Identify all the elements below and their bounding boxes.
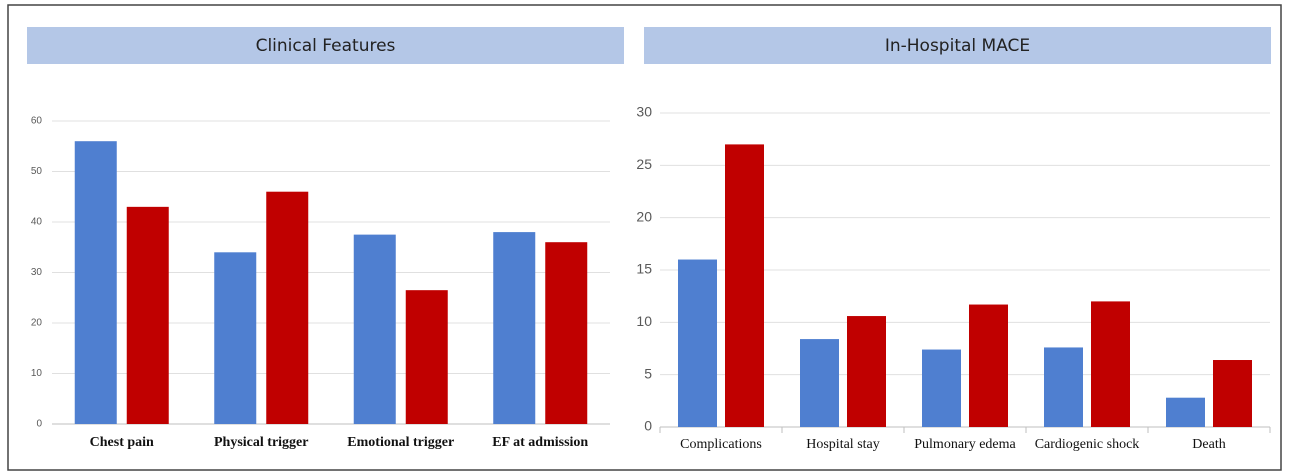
bar bbox=[353, 234, 396, 424]
x-tick-label: Hospital stay bbox=[806, 437, 880, 452]
bar bbox=[1091, 301, 1130, 427]
bar bbox=[74, 141, 117, 424]
y-tick-label: 30 bbox=[31, 267, 43, 278]
y-tick-label: 10 bbox=[636, 313, 652, 329]
x-tick-label: Chest pain bbox=[90, 435, 154, 450]
y-tick-label: 0 bbox=[644, 418, 652, 434]
y-tick-label: 30 bbox=[636, 104, 652, 120]
bar bbox=[1213, 360, 1252, 427]
y-tick-label: 20 bbox=[636, 208, 652, 224]
y-tick-label: 60 bbox=[31, 116, 43, 127]
x-tick-label: Pulmonary edema bbox=[914, 437, 1016, 452]
panel-header bbox=[27, 27, 624, 64]
y-tick-label: 40 bbox=[31, 217, 43, 228]
chart-title: In-Hospital MACE bbox=[885, 36, 1030, 56]
bar bbox=[266, 191, 309, 424]
y-tick-label: 20 bbox=[31, 318, 43, 329]
x-tick-label: Cardiogenic shock bbox=[1035, 437, 1140, 452]
bar bbox=[126, 206, 169, 424]
x-tick-label: EF at admission bbox=[492, 435, 588, 450]
y-tick-label: 15 bbox=[636, 261, 652, 277]
frame bbox=[7, 4, 1282, 471]
bar bbox=[678, 259, 717, 427]
bar bbox=[214, 252, 257, 424]
bar bbox=[800, 339, 839, 427]
y-tick-label: 10 bbox=[31, 368, 43, 379]
y-tick-label: 5 bbox=[644, 365, 652, 381]
bar bbox=[969, 304, 1008, 427]
bar bbox=[847, 316, 886, 427]
bar bbox=[922, 349, 961, 427]
y-tick-label: 25 bbox=[636, 156, 652, 172]
y-tick-label: 50 bbox=[31, 166, 43, 177]
chart-title: Clinical Features bbox=[256, 36, 396, 56]
x-tick-label: Emotional trigger bbox=[347, 435, 454, 450]
y-tick-label: 0 bbox=[36, 419, 42, 430]
x-tick-label: Complications bbox=[680, 437, 762, 452]
x-tick-label: Death bbox=[1192, 437, 1225, 452]
bar bbox=[545, 242, 588, 424]
bar bbox=[493, 232, 536, 424]
bar bbox=[405, 290, 448, 424]
panel-header bbox=[644, 27, 1271, 64]
bar bbox=[1166, 397, 1205, 427]
bar bbox=[725, 144, 764, 427]
x-tick-label: Physical trigger bbox=[214, 435, 308, 450]
bar bbox=[1044, 347, 1083, 427]
